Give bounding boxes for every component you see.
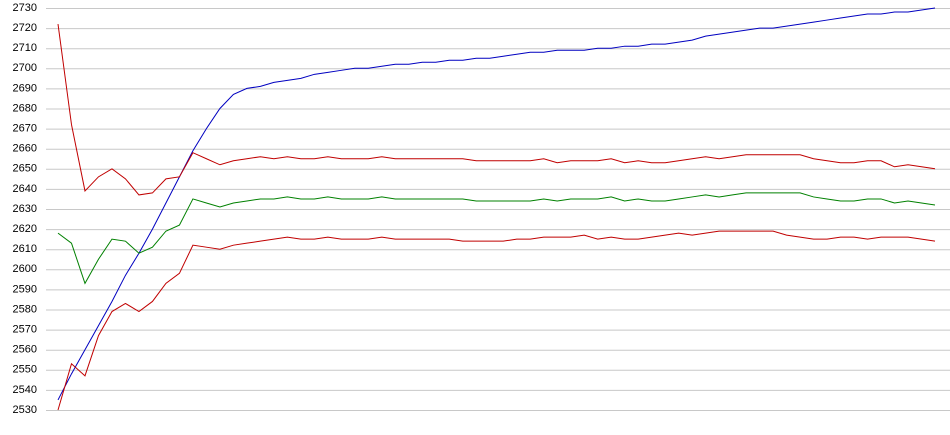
- y-tick-label: 2570: [13, 324, 37, 336]
- y-tick-label: 2730: [13, 2, 37, 14]
- y-tick-label: 2630: [13, 203, 37, 215]
- series-line: [57, 192, 936, 285]
- y-tick-label: 2620: [13, 223, 37, 235]
- y-tick-label: 2650: [13, 163, 37, 175]
- y-tick-label: 2640: [13, 183, 37, 195]
- y-tick-label: 2690: [13, 82, 37, 94]
- y-tick-label: 2720: [13, 22, 37, 34]
- series-line: [57, 230, 936, 411]
- y-tick-label: 2580: [13, 303, 37, 315]
- y-tick-label: 2710: [13, 42, 37, 54]
- y-tick-label: 2540: [13, 384, 37, 396]
- y-tick-label: 2680: [13, 102, 37, 114]
- y-tick-label: 2670: [13, 123, 37, 135]
- y-tick-label: 2610: [13, 243, 37, 255]
- y-tick-label: 2590: [13, 283, 37, 295]
- y-tick-label: 2530: [13, 404, 37, 416]
- y-tick-label: 2550: [13, 364, 37, 376]
- y-tick-label: 2700: [13, 62, 37, 74]
- series-line: [57, 24, 936, 196]
- series-line: [57, 7, 936, 401]
- y-tick-label: 2560: [13, 344, 37, 356]
- y-tick-label: 2600: [13, 263, 37, 275]
- y-tick-label: 2660: [13, 143, 37, 155]
